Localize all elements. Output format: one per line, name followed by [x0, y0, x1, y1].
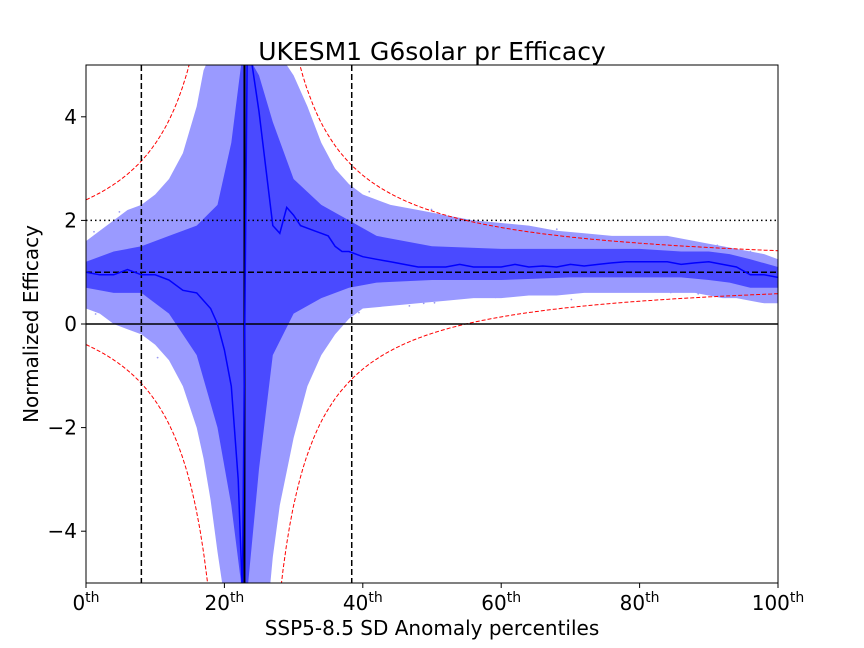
y-tick-label: −2	[48, 416, 77, 440]
x-axis-label: SSP5-8.5 SD Anomaly percentiles	[265, 616, 600, 640]
scatter-point	[368, 190, 371, 193]
scatter-point	[422, 302, 425, 305]
x-tick-label: 80th	[620, 590, 660, 615]
x-tick-label: 60th	[481, 590, 521, 615]
x-tick-label: 40th	[343, 590, 383, 615]
scatter-point	[430, 208, 433, 211]
scatter-point	[94, 313, 97, 315]
scatter-point	[156, 356, 159, 359]
scatter-point	[555, 228, 558, 231]
lower-bound-curve-right	[280, 293, 778, 583]
x-tick-label: 20th	[204, 590, 244, 615]
scatter-point	[408, 305, 411, 307]
upper-bound-curve-right	[299, 65, 778, 252]
plot-area	[86, 65, 778, 583]
y-tick-label: 4	[64, 105, 77, 129]
inner-percentile-band	[86, 65, 778, 583]
x-tick-label: 100th	[752, 590, 805, 615]
y-tick-label: −4	[48, 519, 77, 543]
chart-title: UKESM1 G6solar pr Efficacy	[258, 37, 606, 66]
x-tick-label: 0th	[72, 590, 99, 615]
scatter-point	[358, 311, 360, 314]
y-tick-label: 2	[64, 208, 77, 232]
y-axis-label: Normalized Efficacy	[19, 225, 43, 423]
scatter-point	[93, 230, 95, 233]
median-line	[86, 65, 778, 583]
scatter-point	[118, 211, 121, 213]
scatter-point	[570, 298, 573, 301]
scatter-point	[433, 301, 436, 304]
y-tick-label: 0	[64, 312, 77, 336]
